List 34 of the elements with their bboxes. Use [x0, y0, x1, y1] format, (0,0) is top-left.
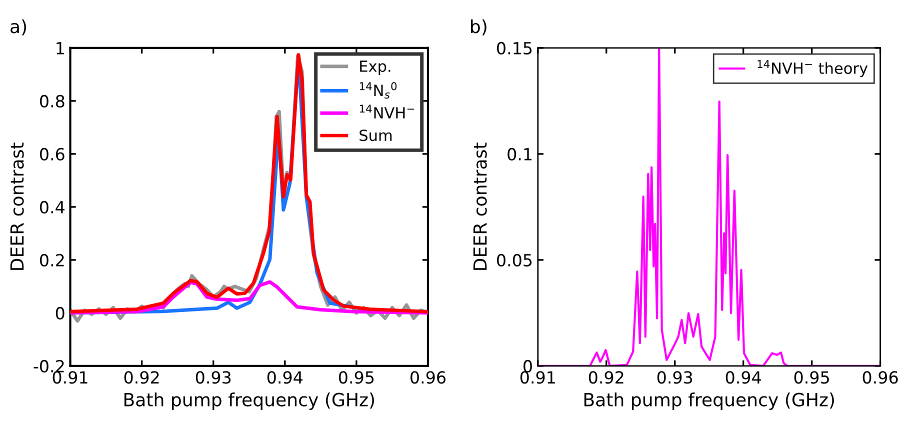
x-tick-label: 0.93	[657, 371, 692, 384]
x-tick-label: 0.95	[338, 371, 374, 384]
legend-label: Sum	[360, 130, 392, 142]
legend-label: $^{14}$N$_{s}$$^{0}$	[360, 82, 397, 99]
x-tick-label: 0.92	[124, 371, 159, 384]
chart-title: b)	[471, 19, 486, 36]
y-tick-label: 0.6	[40, 148, 64, 161]
legend-label: Exp.	[360, 60, 390, 75]
x-tick-label: 0.96	[862, 371, 898, 384]
x-tick-label: 0.96	[410, 371, 446, 384]
y-axis-title: DEER contrast	[10, 142, 24, 270]
y-tick-label: 1	[56, 42, 64, 54]
x-tick-label: 0.94	[726, 371, 761, 384]
x-tick-label: 0.91	[520, 371, 555, 384]
y-tick-label: 0.1	[508, 148, 532, 161]
y-tick-label: 0.8	[40, 94, 64, 108]
y-tick-label: -0.2	[34, 360, 64, 373]
x-tick-label: 0.93	[196, 371, 231, 384]
y-tick-label: 0	[56, 306, 64, 320]
x-tick-label: 0.95	[794, 371, 829, 384]
y-tick-label: 0.2	[40, 254, 64, 267]
x-axis-title: Bath pump frequency (GHz)	[124, 392, 374, 410]
legend-label: $^{14}$NVH$^{−}$	[360, 104, 414, 118]
y-tick-label: 0.05	[497, 254, 532, 267]
y-tick-label: 0.15	[497, 42, 532, 55]
y-tick-label: 0	[524, 360, 532, 373]
legend-label: $^{14}$NVH$^{−}$ theory	[758, 60, 868, 77]
x-tick-label: 0.94	[267, 371, 303, 384]
y-axis-title: DEER contrast	[473, 142, 487, 270]
chart-title: a)	[10, 19, 26, 36]
x-tick-label: 0.92	[588, 371, 624, 384]
x-tick-label: 0.91	[52, 371, 88, 384]
y-tick-label: 0.4	[40, 200, 64, 214]
x-axis-title: Bath pump frequency (GHz)	[584, 392, 834, 410]
